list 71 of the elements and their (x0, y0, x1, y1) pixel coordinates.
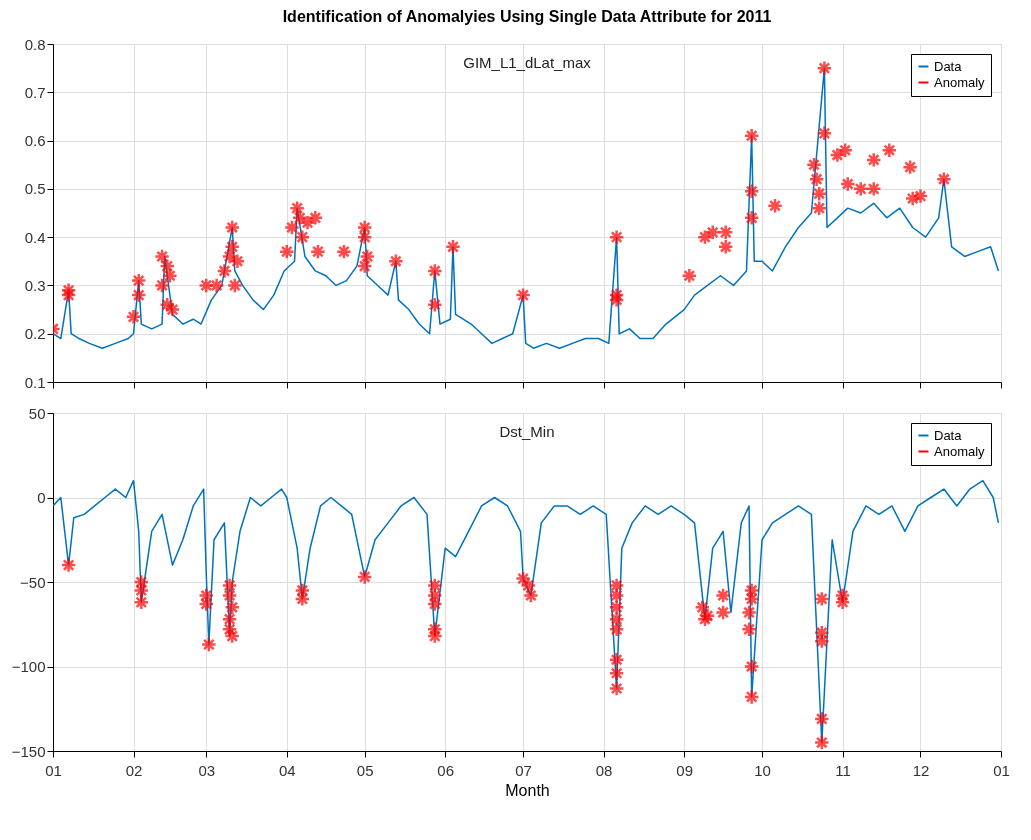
point (694, 599, 711, 616)
point (834, 587, 851, 604)
y-tick-label: 50 (28, 404, 46, 422)
chart-title: Identification of Anomalyies Using Single Data Attribute for 2011 (282, 8, 772, 25)
x-tick-label: 01 (45, 761, 62, 779)
point (133, 582, 150, 599)
point (224, 628, 241, 645)
x-tick-label: 02 (125, 761, 143, 779)
point (426, 596, 443, 612)
point (834, 594, 851, 611)
y-tick-label: −150 (11, 742, 46, 760)
x-tick-label: 04 (278, 761, 296, 779)
x-tick-label: 10 (754, 761, 771, 779)
point (608, 665, 625, 682)
point (294, 590, 311, 607)
legend-label: Data (934, 58, 963, 74)
point (200, 636, 217, 653)
point (515, 570, 532, 587)
x-tick-label: 11 (835, 761, 851, 779)
point (608, 587, 625, 604)
legend-label: Anomaly (934, 443, 986, 459)
point (520, 577, 537, 594)
point (221, 621, 238, 638)
x-axis-title: Month (505, 781, 550, 799)
legend-label: Data (934, 427, 963, 443)
point (741, 621, 758, 638)
point (356, 568, 373, 585)
x-tick-label: 07 (515, 761, 532, 779)
text: GIM_L1_dLat_max (463, 54, 592, 71)
x-tick-label: 06 (437, 761, 455, 779)
point (813, 633, 830, 650)
x-tick-label: 05 (356, 761, 374, 779)
point (813, 734, 830, 751)
y-tick-label: 0.2 (24, 325, 46, 343)
y-tick-label: 0.5 (24, 180, 46, 198)
x-tick-label: 01 (993, 761, 1010, 779)
point (426, 628, 443, 645)
point (608, 621, 625, 638)
y-tick-label: 0.3 (24, 276, 46, 294)
y-tick-label: 0.1 (24, 373, 46, 391)
point (133, 594, 150, 611)
text: Dst_Min (499, 423, 555, 440)
point (743, 688, 760, 705)
y-tick-label: −50 (20, 573, 46, 591)
point (813, 590, 830, 607)
point (608, 651, 625, 668)
point (715, 587, 732, 604)
point (608, 599, 625, 616)
point (741, 604, 758, 621)
y-tick-label: 0 (37, 489, 46, 506)
y-tick-label: 0.6 (24, 132, 46, 150)
point (813, 710, 830, 727)
x-tick-label: 08 (595, 761, 613, 779)
y-tick-label: 0.4 (24, 228, 46, 246)
x-tick-label: 03 (198, 761, 216, 779)
y-tick-label: 0.8 (24, 35, 46, 53)
point (743, 658, 760, 675)
x-tick-label: 12 (912, 761, 930, 779)
point (198, 596, 215, 612)
y-tick-label: −100 (11, 658, 46, 675)
y-tick-label: 0.7 (24, 83, 46, 101)
point (224, 599, 241, 616)
point (743, 590, 760, 607)
x-tick-label: 09 (676, 761, 693, 779)
point (221, 587, 238, 604)
point (608, 680, 625, 697)
point (60, 557, 77, 574)
legend-label: Anomaly (934, 74, 986, 90)
point (426, 621, 443, 638)
point (696, 611, 713, 628)
point (522, 587, 539, 604)
